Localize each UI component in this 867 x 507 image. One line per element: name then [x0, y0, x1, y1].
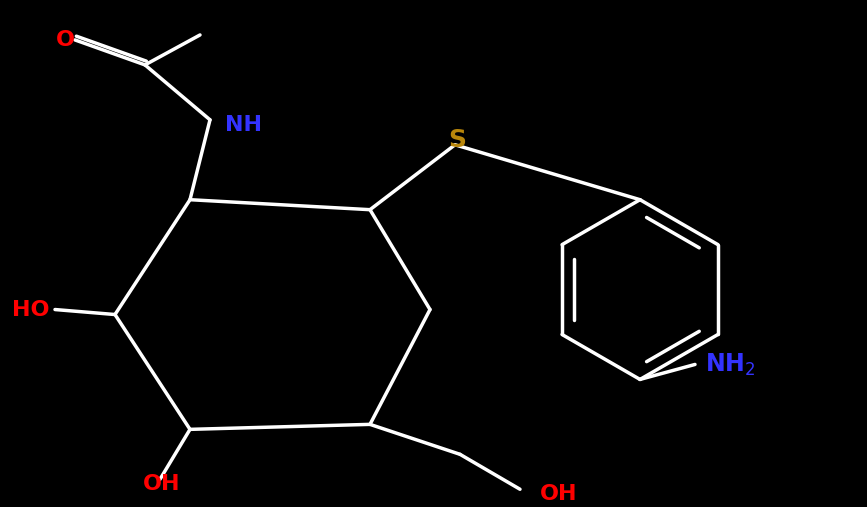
Text: HO: HO [12, 300, 50, 319]
Text: O: O [55, 30, 75, 50]
Text: OH: OH [143, 474, 180, 494]
Text: OH: OH [540, 484, 577, 504]
Text: S: S [448, 128, 466, 152]
Text: NH: NH [225, 115, 262, 135]
Text: NH$_2$: NH$_2$ [705, 351, 755, 378]
